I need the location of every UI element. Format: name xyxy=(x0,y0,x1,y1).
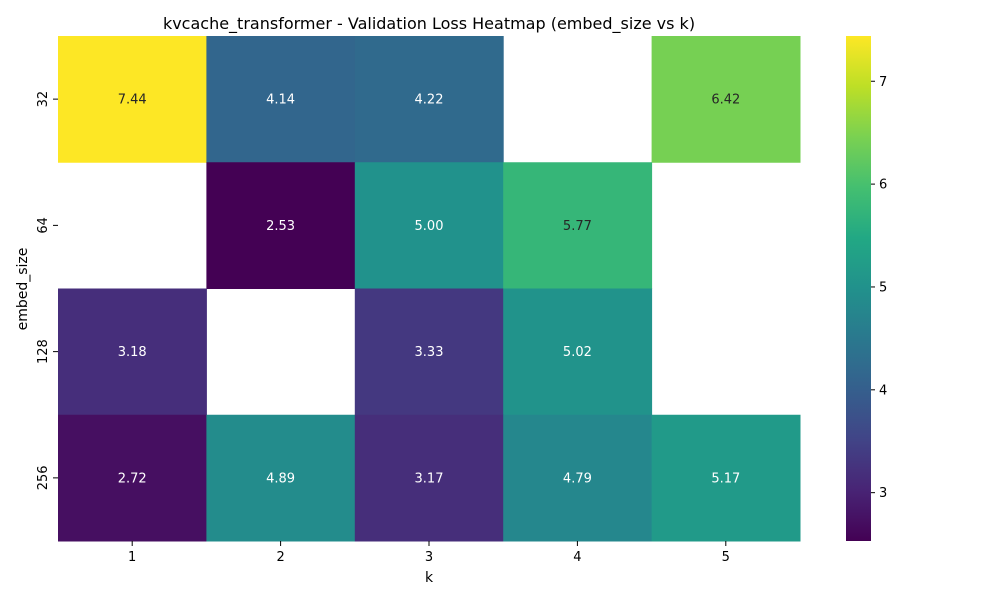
heatmap-cells: 7.44 4.14 4.22 6.42 2.53 5.00 5.77 3.18 3.33 5.02… xyxy=(58,36,801,542)
x-tick-label: 4 xyxy=(573,550,581,565)
cell-value-label: 4.22 xyxy=(415,93,444,108)
chart-title: kvcache_transformer - Validation Loss He… xyxy=(163,14,695,34)
cell-value-label: 7.44 xyxy=(118,93,147,108)
y-tick-label: 128 xyxy=(36,339,51,364)
colorbar-tick-label: 4 xyxy=(879,383,887,398)
cell-value-label: 3.18 xyxy=(118,345,147,360)
cell-value-label: 2.53 xyxy=(266,219,295,234)
colorbar: 3 4 5 6 7 xyxy=(846,36,887,541)
x-axis-label: k xyxy=(425,570,434,586)
cell-value-label: 4.79 xyxy=(563,471,592,486)
cell-value-label: 5.00 xyxy=(415,219,444,234)
heatmap-cell xyxy=(503,162,653,289)
cell-value-label: 4.89 xyxy=(266,471,295,486)
heatmap-cell xyxy=(354,36,504,163)
heatmap-cell xyxy=(206,414,356,542)
x-axis: 1 2 3 4 5 xyxy=(128,541,730,565)
cell-value-label: 5.77 xyxy=(563,219,592,234)
colorbar-tick-label: 6 xyxy=(879,178,887,193)
cell-value-label: 3.17 xyxy=(415,471,444,486)
heatmap-cell xyxy=(651,414,801,542)
heatmap-cell xyxy=(503,414,653,542)
heatmap-cell xyxy=(58,36,207,163)
x-tick-label: 1 xyxy=(128,550,136,565)
y-tick-label: 64 xyxy=(36,217,51,234)
heatmap-cell xyxy=(58,288,207,416)
heatmap-cell xyxy=(503,288,653,416)
cell-value-label: 4.14 xyxy=(266,93,295,108)
heatmap-cell xyxy=(651,36,801,163)
heatmap-cell xyxy=(206,162,356,289)
colorbar-tick-label: 5 xyxy=(879,280,887,295)
x-tick-label: 2 xyxy=(276,550,284,565)
x-tick-label: 3 xyxy=(425,550,433,565)
heatmap-cell xyxy=(354,288,504,416)
colorbar-tick-label: 7 xyxy=(879,75,887,90)
x-tick-label: 5 xyxy=(722,550,730,565)
y-tick-label: 32 xyxy=(36,91,51,108)
cell-value-label: 2.72 xyxy=(118,471,147,486)
heatmap-cell xyxy=(58,414,207,542)
colorbar-gradient xyxy=(846,36,871,541)
y-tick-label: 256 xyxy=(36,465,51,490)
y-axis-label: embed_size xyxy=(15,248,31,331)
heatmap-cell xyxy=(206,36,356,163)
colorbar-tick-label: 3 xyxy=(879,486,887,501)
y-axis: 32 64 128 256 xyxy=(36,91,58,490)
cell-value-label: 3.33 xyxy=(415,345,444,360)
heatmap-cell xyxy=(354,414,504,542)
cell-value-label: 6.42 xyxy=(711,93,740,108)
heatmap-cell xyxy=(354,162,504,289)
cell-value-label: 5.02 xyxy=(563,345,592,360)
cell-value-label: 5.17 xyxy=(711,471,740,486)
